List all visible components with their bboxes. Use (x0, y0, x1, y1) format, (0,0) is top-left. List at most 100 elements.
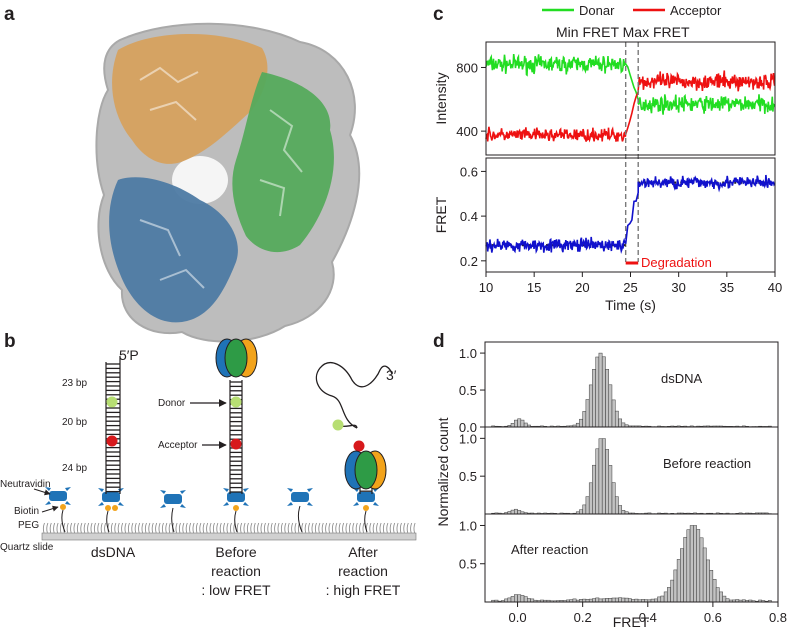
bp-label-2: 20 bp (62, 417, 87, 428)
histogram-bar (592, 369, 596, 428)
peg-strand (250, 522, 253, 534)
peg-strand (114, 522, 117, 534)
acceptor-dye-icon (230, 438, 242, 450)
peg-strand (199, 522, 202, 534)
histogram-bar (514, 508, 518, 515)
donor-dye-icon (230, 396, 242, 408)
histogram-bar (611, 597, 616, 603)
intensity-trace-plot: 400 800 Intensity (433, 41, 776, 262)
condition-caption-line: After (348, 544, 378, 560)
peg-strand (87, 522, 90, 534)
x-tick-label: 40 (768, 280, 782, 295)
plot-frame (484, 513, 779, 603)
condition-caption-line: : high FRET (326, 582, 401, 598)
peg-strand (73, 522, 76, 534)
peg-strand (253, 522, 256, 534)
peg-strand (216, 522, 219, 534)
peg-strand (178, 522, 181, 534)
peg-strand (165, 522, 168, 534)
histogram-bar (605, 449, 610, 515)
peg-strand (270, 522, 273, 534)
y-axis-label: Intensity (433, 72, 449, 124)
histogram-bar (702, 547, 707, 603)
histogram-bar (627, 598, 632, 603)
legend: Donar Acceptor (542, 3, 722, 18)
histogram-bar (588, 482, 593, 515)
peg-strand (127, 522, 130, 534)
peg-strand (182, 522, 185, 534)
peg-strand (46, 522, 49, 534)
histogram-bar (611, 482, 616, 515)
peg-strand (277, 522, 280, 534)
histogram-bar (618, 505, 623, 515)
peg-strand (294, 522, 297, 534)
histogram-bar (601, 438, 606, 515)
condition-caption-line: reaction (211, 563, 261, 579)
y-tick-label: 0.5 (459, 383, 477, 398)
peg-strand (274, 522, 277, 534)
histogram-bar (582, 504, 587, 515)
histogram-bar (601, 356, 606, 428)
histogram-bar (527, 598, 531, 603)
histogram-bar (608, 465, 613, 515)
peg-strand (325, 522, 328, 534)
histogram-bar (514, 419, 518, 428)
histogram-bar (722, 595, 727, 603)
peg-strand (413, 522, 416, 534)
histogram-bar (663, 591, 668, 603)
peg-strand (267, 522, 270, 534)
peg-strand (124, 522, 127, 534)
y-tick-label: 1.0 (459, 518, 477, 533)
peg-strand (328, 522, 331, 534)
peg-strand (399, 522, 402, 534)
histogram-bar (673, 569, 678, 603)
histogram-bar (507, 597, 512, 603)
histogram-bar (696, 529, 701, 603)
neutravidin-icon (45, 487, 379, 508)
plot-frame (485, 157, 776, 273)
peg-strand (372, 522, 375, 534)
histogram-bar (621, 422, 626, 428)
plot-frame (484, 341, 779, 428)
peg-strand (403, 522, 406, 534)
x-axis-label: Time (s) (605, 297, 656, 313)
x-tick-label: 15 (527, 280, 541, 295)
histogram-bar (514, 594, 518, 603)
peg-strand (219, 522, 222, 534)
peg-strand (355, 522, 358, 534)
histogram-bar (575, 422, 580, 428)
peg-strand (393, 522, 396, 534)
peg-strand (304, 522, 307, 534)
three-prime-label: 3′ (386, 367, 397, 383)
peg-strand (243, 522, 246, 534)
peg-strand (236, 522, 239, 534)
histogram-3: 0.5 1.0 After reaction (459, 513, 779, 603)
peg-strand (314, 522, 317, 534)
histogram-bar (595, 448, 600, 515)
peg-strand (175, 522, 178, 534)
peg-strand (379, 522, 382, 534)
histogram-1: 0.0 0.5 1.0 dsDNA (459, 341, 779, 435)
histogram-bar (579, 418, 583, 428)
peg-strand (155, 522, 158, 534)
peg-strand (117, 522, 120, 534)
plot-frame (485, 41, 776, 156)
peg-strand (93, 522, 96, 534)
histogram-bar (693, 525, 697, 603)
histogram-bar (595, 597, 600, 603)
histogram-bar (712, 579, 717, 603)
peg-strand (202, 522, 205, 534)
peg-strand (104, 522, 107, 534)
panel-b-label: b (4, 331, 16, 352)
peg-strand (396, 522, 399, 534)
histogram-bar (608, 598, 613, 603)
y-tick-label: 0.0 (459, 420, 477, 435)
biotin-icon (60, 504, 369, 511)
histogram-bar (699, 537, 704, 603)
histogram-bar (614, 496, 619, 515)
histogram-bar (588, 384, 593, 428)
peg-strand (376, 522, 379, 534)
histogram-bar (683, 537, 688, 603)
histogram-bar (523, 422, 528, 428)
histogram-bar (595, 356, 600, 428)
